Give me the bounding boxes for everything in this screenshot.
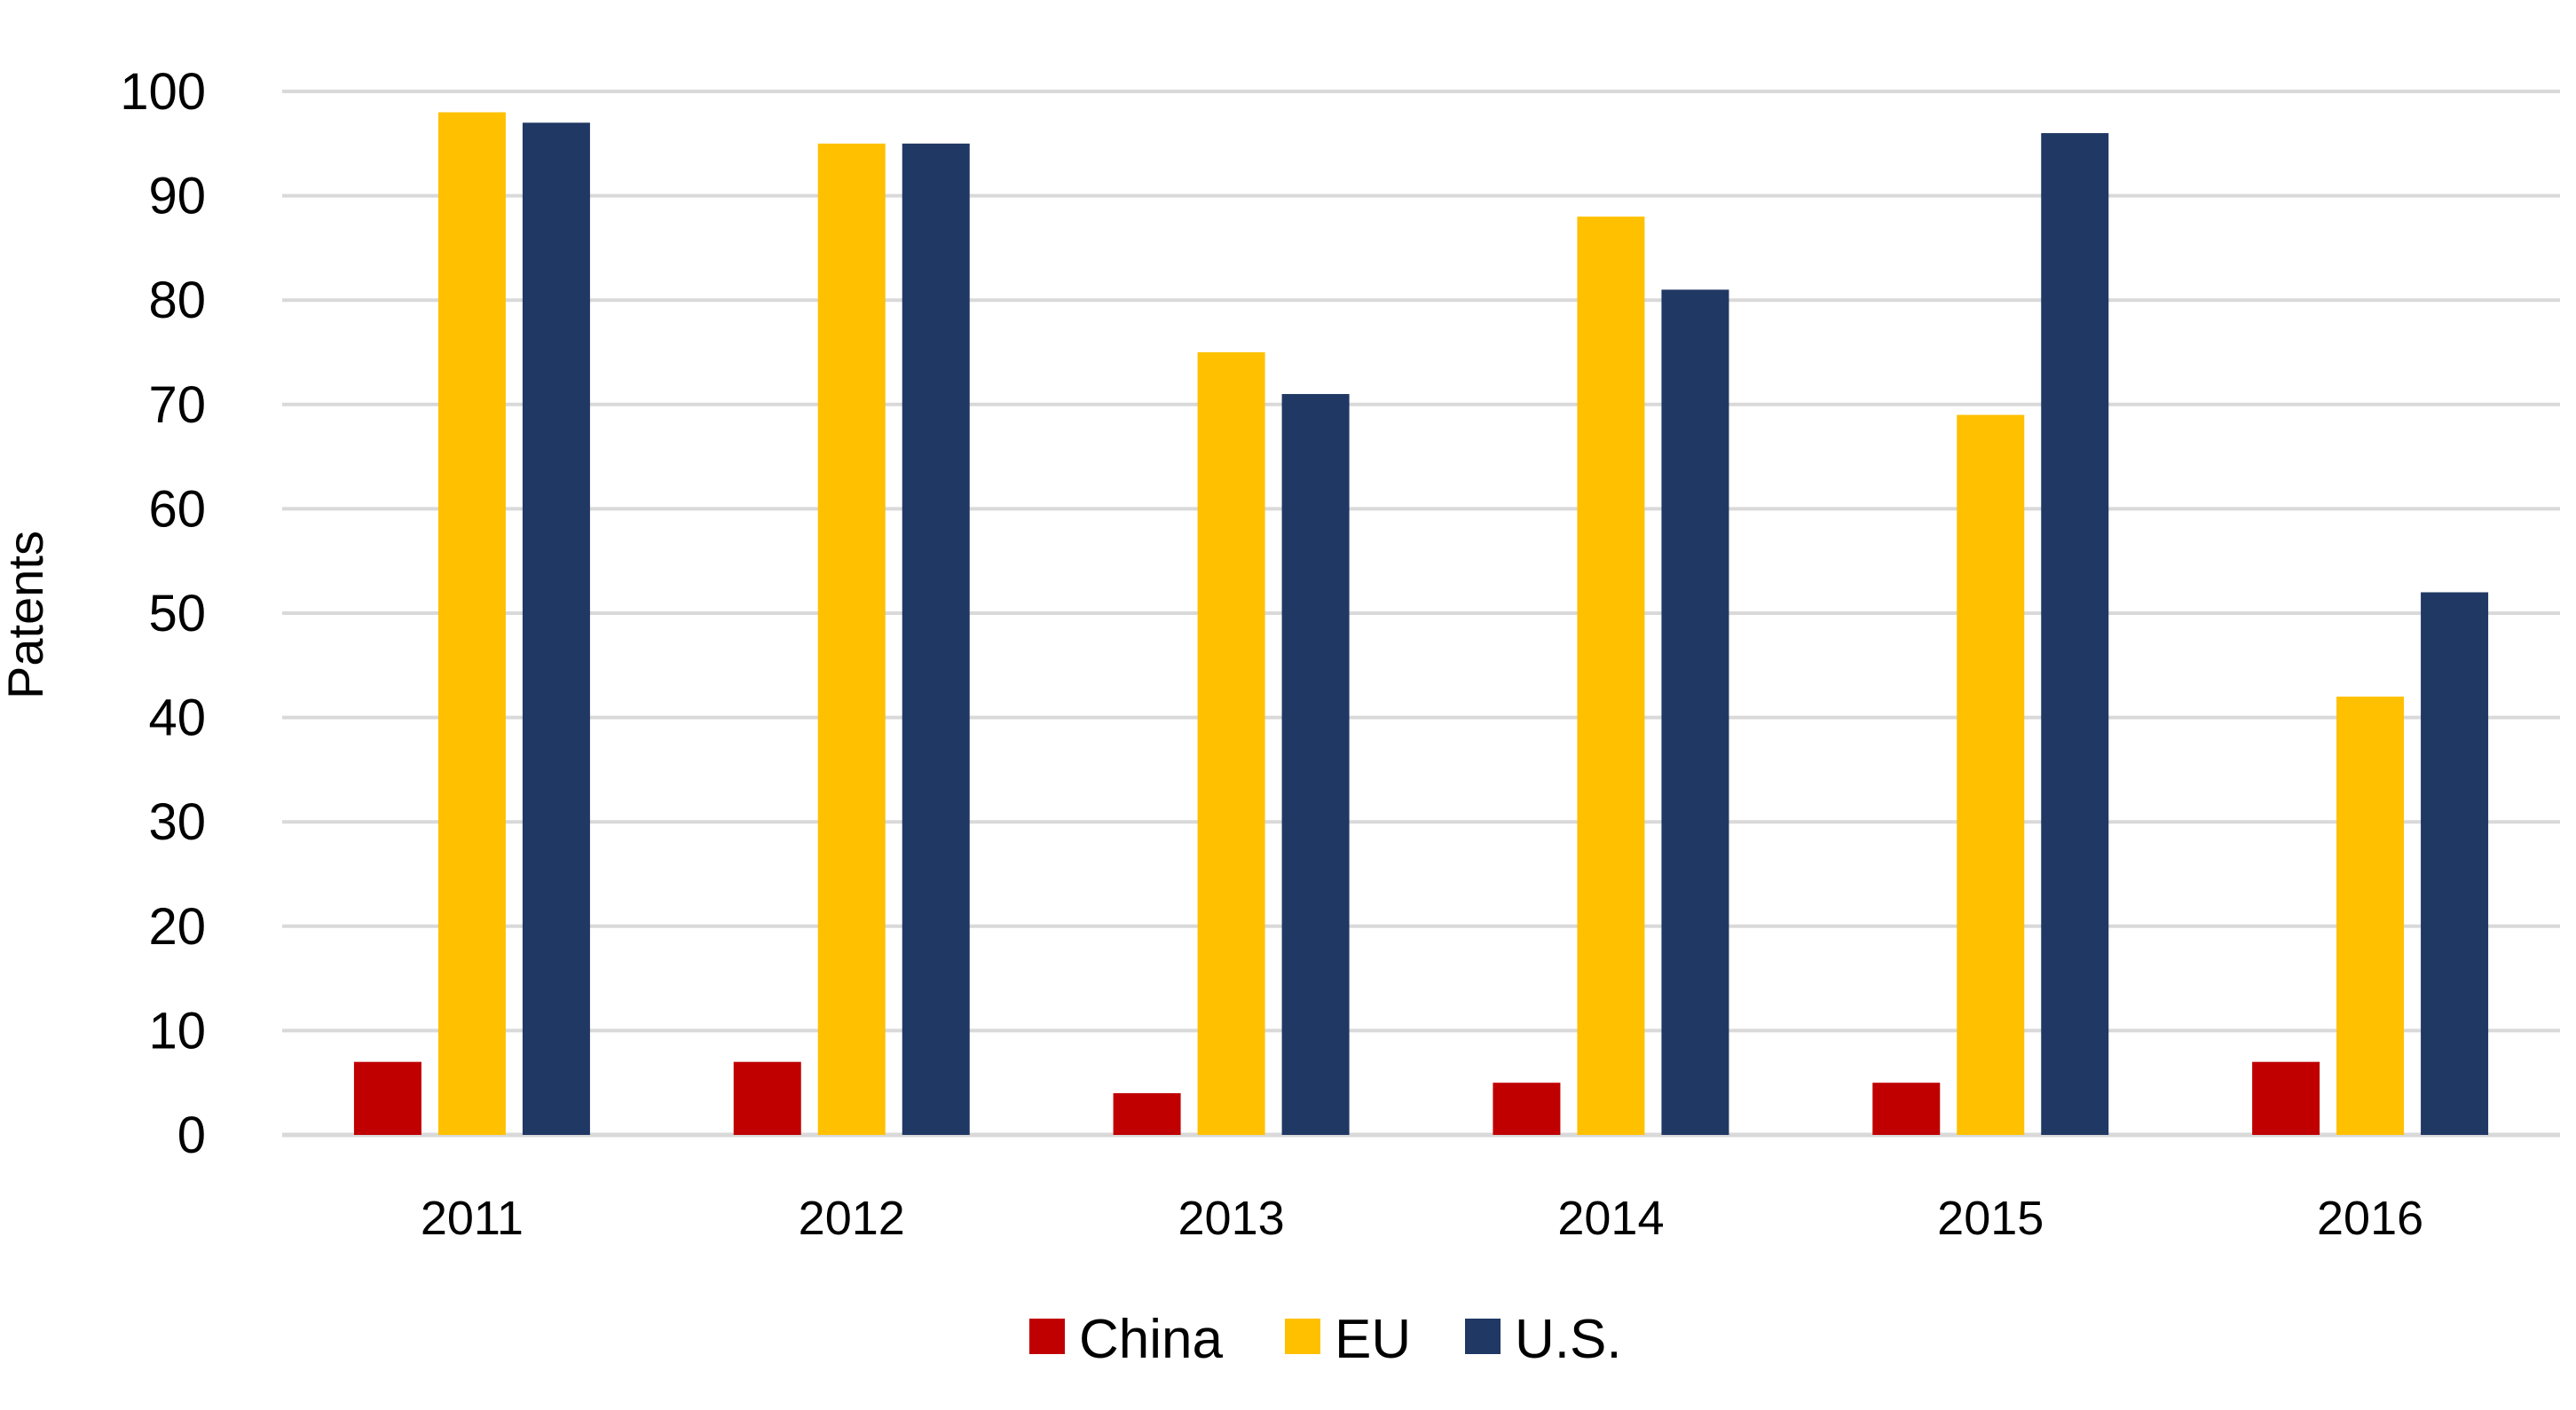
gridlines — [282, 90, 2560, 1138]
y-tick-label: 20 — [148, 898, 206, 956]
y-tick-label: 40 — [148, 689, 206, 747]
legend-label: EU — [1335, 1309, 1411, 1370]
x-tick-label: 2016 — [2317, 1192, 2423, 1245]
bar — [2336, 697, 2405, 1135]
bar — [733, 1061, 801, 1135]
y-tick-label: 80 — [148, 272, 206, 329]
bar — [817, 143, 886, 1135]
bar — [1957, 414, 2025, 1135]
y-tick-label: 100 — [120, 63, 206, 121]
bar — [1281, 394, 1350, 1135]
bar — [1493, 1083, 1561, 1135]
bar — [2041, 133, 2109, 1135]
bar — [1577, 217, 1645, 1135]
bar — [437, 112, 506, 1135]
legend-swatch — [1029, 1319, 1065, 1354]
bar — [1661, 289, 1729, 1135]
legend-swatch — [1285, 1319, 1320, 1354]
y-tick-label: 90 — [148, 168, 206, 225]
y-tick-label: 70 — [148, 376, 206, 434]
bar — [1872, 1083, 1941, 1135]
y-axis-ticks: 0 10 20 30 40 50 60 70 80 90 100 — [120, 63, 206, 1164]
x-tick-label: 2011 — [421, 1192, 524, 1245]
y-tick-label: 50 — [148, 585, 206, 642]
bar — [1113, 1092, 1181, 1135]
x-tick-label: 2013 — [1178, 1192, 1285, 1245]
y-tick-label: 60 — [148, 480, 206, 538]
legend-swatch — [1465, 1319, 1501, 1354]
x-tick-label: 2015 — [1937, 1192, 2044, 1245]
y-tick-label: 10 — [148, 1002, 206, 1059]
bar — [1197, 352, 1265, 1135]
legend-label: China — [1079, 1309, 1224, 1370]
y-axis-title: Patents — [0, 531, 53, 699]
y-tick-label: 30 — [148, 793, 206, 851]
x-tick-label: 2012 — [799, 1192, 905, 1245]
bar — [902, 143, 970, 1135]
bars — [353, 112, 2489, 1135]
bar — [522, 122, 590, 1135]
bar — [2252, 1061, 2320, 1135]
bar — [353, 1061, 421, 1135]
legend-label: U.S. — [1515, 1309, 1622, 1370]
legend: China EU U.S. — [1029, 1309, 1622, 1370]
y-tick-label: 0 — [177, 1107, 206, 1164]
bar — [2421, 592, 2489, 1135]
x-tick-label: 2014 — [1557, 1192, 1664, 1245]
x-axis-ticks: 2011 2012 2013 2014 2015 2016 — [421, 1192, 2423, 1245]
